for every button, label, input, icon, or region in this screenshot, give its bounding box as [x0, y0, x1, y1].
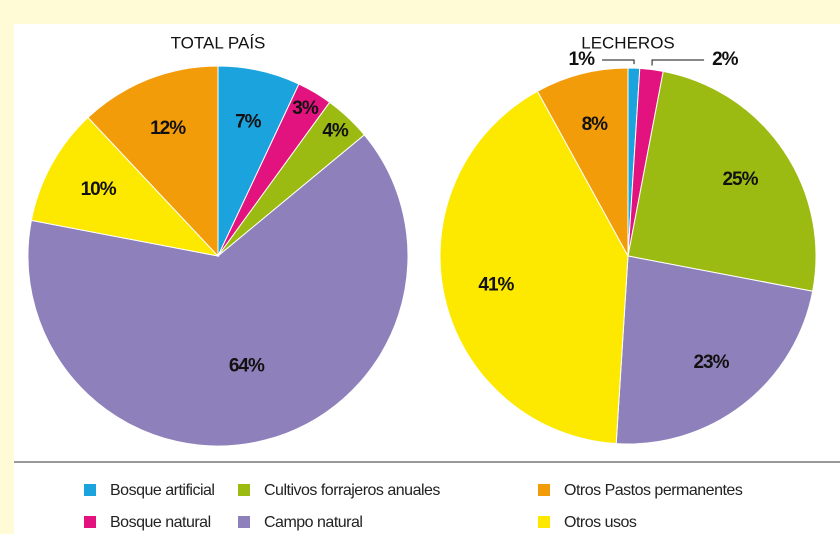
- legend-swatch: [538, 484, 550, 496]
- pie-slice: [30, 116, 220, 257]
- pie-title: LECHEROS: [581, 33, 675, 52]
- legend-label: Otros Pastos permanentes: [564, 482, 743, 499]
- pie-slice: [439, 90, 629, 445]
- pie-slice: [27, 134, 409, 447]
- pie-slice: [87, 65, 219, 258]
- pie-title: TOTAL PAÍS: [171, 33, 266, 52]
- legend-swatch: [238, 516, 250, 528]
- data-label: 25%: [722, 169, 758, 190]
- leader-line: [651, 59, 705, 66]
- data-label: 3%: [292, 98, 319, 119]
- data-label: 12%: [150, 118, 186, 139]
- legend-label: Bosque natural: [110, 514, 211, 531]
- data-label: 2%: [712, 49, 739, 70]
- data-label: 7%: [235, 112, 262, 133]
- data-label: 1%: [569, 49, 596, 70]
- legend-label: Cultivos forrajeros anuales: [264, 482, 440, 499]
- legend-swatch: [538, 516, 550, 528]
- data-label: 10%: [81, 179, 117, 200]
- pie-slice: [615, 255, 814, 445]
- data-label: 23%: [693, 352, 729, 373]
- leader-line: [602, 59, 635, 65]
- pie-slice: [536, 67, 629, 257]
- legend-swatch: [238, 484, 250, 496]
- legend-label: Campo natural: [264, 514, 362, 531]
- data-label: 4%: [322, 120, 349, 141]
- data-label: 8%: [582, 114, 609, 135]
- data-label: 64%: [229, 355, 265, 376]
- pie-slice: [627, 70, 817, 292]
- legend-swatch: [84, 516, 96, 528]
- data-label: 41%: [478, 275, 514, 296]
- legend-swatch: [84, 484, 96, 496]
- legend-label: Otros usos: [564, 514, 637, 531]
- legend-label: Bosque artificial: [110, 482, 214, 499]
